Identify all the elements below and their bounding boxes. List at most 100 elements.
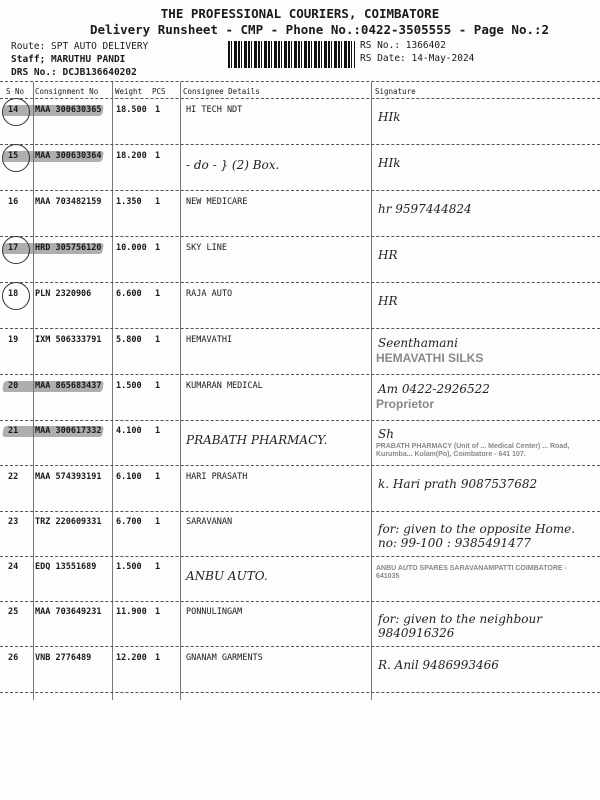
handwritten-note: ANBU AUTO.: [186, 569, 268, 583]
row-sno: 15: [8, 151, 19, 161]
row-consignment-no: MAA 300617332: [35, 426, 102, 436]
row-consignment-no: MAA 703649231: [35, 607, 102, 617]
row-pcs: 1: [155, 472, 161, 482]
row-consignment-no: HRD 305756120: [35, 243, 102, 253]
row-weight: 12.200: [116, 653, 147, 663]
row-pcs: 1: [155, 426, 161, 436]
row-consignment-no: MAA 865683437: [35, 381, 102, 391]
row-sno: 25: [8, 607, 19, 617]
signature: R. Anil 9486993466: [378, 658, 499, 672]
signature: hr 9597444824: [378, 202, 472, 216]
row-consignment-no: VNB 2776489: [35, 653, 92, 663]
signature: HR: [378, 248, 398, 262]
row-consignee: KUMARAN MEDICAL: [186, 381, 263, 391]
row-consignment-no: MAA 703482159: [35, 197, 102, 207]
handwritten-note: PRABATH PHARMACY.: [186, 433, 328, 447]
row-consignment-no: MAA 300630364: [35, 151, 102, 161]
row-pcs: 1: [155, 289, 161, 299]
signature: HIk: [378, 156, 401, 170]
signature: Am 0422-2926522: [378, 382, 490, 396]
row-pcs: 1: [155, 517, 161, 527]
row-weight: 10.000: [116, 243, 147, 253]
row-weight: 18.500: [116, 105, 147, 115]
row-divider: [0, 511, 600, 512]
signature: HIk: [378, 110, 401, 124]
row-pcs: 1: [155, 607, 161, 617]
row-consignee: SARAVANAN: [186, 517, 233, 527]
row-sno: 23: [8, 517, 19, 527]
row-weight: 1.350: [116, 197, 142, 207]
column-line: [371, 82, 372, 700]
rs-date: RS Date: 14-May-2024: [360, 53, 475, 64]
row-sno: 26: [8, 653, 19, 663]
runsheet-title: Delivery Runsheet - CMP - Phone No.:0422…: [90, 22, 550, 37]
circle-mark: [2, 144, 30, 172]
row-divider: [0, 374, 600, 375]
row-consignee: HARI PRASATH: [186, 472, 248, 482]
row-consignee: PONNULINGAM: [186, 607, 243, 617]
row-consignee: SKY LINE: [186, 243, 227, 253]
row-divider: [0, 144, 600, 145]
row-weight: 1.500: [116, 562, 142, 572]
row-weight: 6.100: [116, 472, 142, 482]
row-consignment-no: MAA 574393191: [35, 472, 102, 482]
row-weight: 6.700: [116, 517, 142, 527]
row-sno: 17: [8, 243, 19, 253]
divider: [0, 81, 600, 82]
row-weight: 4.100: [116, 426, 142, 436]
staff: Staff; MARUTHU PANDI: [11, 54, 126, 65]
column-line: [112, 82, 113, 700]
circle-mark: [2, 282, 30, 310]
row-weight: 5.800: [116, 335, 142, 345]
row-pcs: 1: [155, 151, 161, 161]
row-weight: 6.600: [116, 289, 142, 299]
circle-mark: [2, 236, 30, 264]
row-sno: 16: [8, 197, 19, 207]
row-pcs: 1: [155, 653, 161, 663]
stamp: ANBU AUTO SPARES SARAVANAMPATTI COIMBATO…: [376, 565, 567, 581]
row-sno: 22: [8, 472, 19, 482]
row-divider: [0, 328, 600, 329]
row-consignee: HEMAVATHI: [186, 335, 233, 345]
col-consignment: Consignment No: [35, 87, 99, 96]
row-consignee: HI TECH NDT: [186, 105, 243, 115]
row-sno: 24: [8, 562, 19, 572]
row-consignee: NEW MEDICARE: [186, 197, 248, 207]
row-divider: [0, 601, 600, 602]
row-sno: 19: [8, 335, 19, 345]
row-sno: 14: [8, 105, 19, 115]
row-pcs: 1: [155, 335, 161, 345]
row-divider: [0, 420, 600, 421]
row-weight: 1.500: [116, 381, 142, 391]
row-divider: [0, 236, 600, 237]
row-weight: 18.200: [116, 151, 147, 161]
row-weight: 11.900: [116, 607, 147, 617]
row-sno: 21: [8, 426, 19, 436]
rs-number: RS No.: 1366402: [360, 40, 446, 51]
col-signature: Signature: [375, 87, 416, 96]
row-consignment-no: MAA 300630365: [35, 105, 102, 115]
row-pcs: 1: [155, 105, 161, 115]
signature: for: given to the opposite Home. no: 99-…: [378, 522, 576, 550]
row-divider: [0, 465, 600, 466]
signature: k. Hari prath 9087537682: [378, 477, 538, 491]
col-sno: S No: [6, 87, 25, 96]
row-sno: 20: [8, 381, 19, 391]
row-consignee: RAJA AUTO: [186, 289, 233, 299]
drs-number: DRS No.: DCJB136640202: [11, 67, 137, 78]
signature: Sh: [378, 427, 394, 441]
row-divider: [0, 190, 600, 191]
row-divider: [0, 646, 600, 647]
row-consignment-no: IXM 506333791: [35, 335, 102, 345]
barcode: [228, 41, 355, 68]
col-pcs: PCS: [152, 87, 166, 96]
row-sno: 18: [8, 289, 19, 299]
handwritten-note: - do - } (2) Box.: [186, 158, 280, 172]
row-consignment-no: PLN 2320906: [35, 289, 92, 299]
stamp: PRABATH PHARMACY (Unit of ... Medical Ce…: [376, 443, 570, 459]
company-name: THE PROFESSIONAL COURIERS, COIMBATORE: [160, 6, 440, 21]
row-divider: [0, 282, 600, 283]
row-pcs: 1: [155, 197, 161, 207]
row-divider: [0, 692, 600, 693]
